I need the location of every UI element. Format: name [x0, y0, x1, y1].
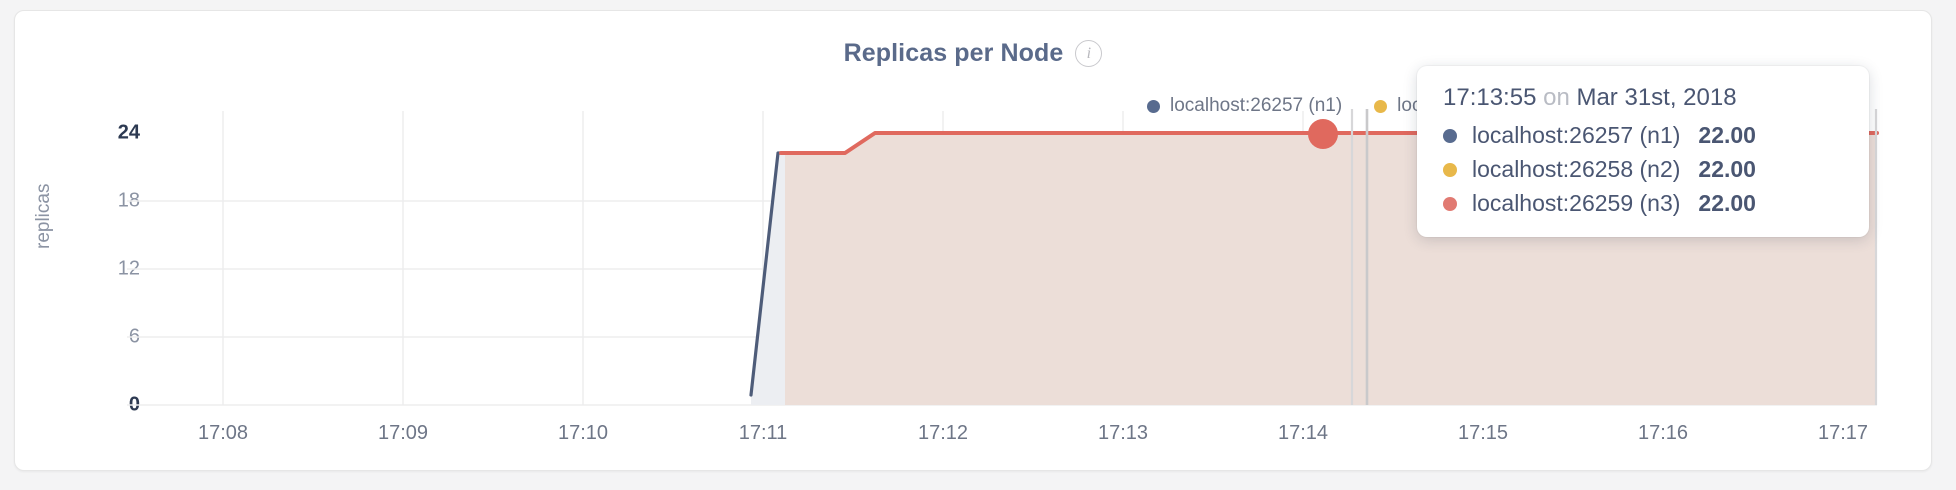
tooltip-row: localhost:26257 (n1) 22.00	[1443, 122, 1843, 149]
tooltip-series-name: localhost:26258 (n2)	[1472, 156, 1681, 182]
tooltip-date: Mar 31st, 2018	[1576, 84, 1737, 111]
tooltip-rows: localhost:26257 (n1) 22.00 localhost:26258…	[1443, 122, 1843, 217]
page-title: Replicas per Node	[843, 39, 1064, 67]
y-axis-tick: 24	[117, 121, 140, 144]
chart-header: Replicas per Node i	[15, 39, 1931, 68]
x-axis-tick: 17:09	[377, 422, 429, 444]
x-axis-tick: 17:15	[1457, 422, 1509, 444]
tooltip-on-word: on	[1543, 84, 1570, 111]
tooltip-row: localhost:26258 (n2) 22.00	[1443, 156, 1843, 183]
info-icon[interactable]: i	[1075, 40, 1103, 67]
tooltip-color-dot	[1443, 162, 1457, 177]
x-axis-tick: 17:14	[1277, 422, 1329, 444]
tooltip-color-dot	[1443, 128, 1457, 143]
tooltip-series-value: 22.00	[1698, 190, 1756, 216]
tooltip-series-value: 22.00	[1698, 156, 1756, 182]
tooltip-series-name: localhost:26259 (n3)	[1472, 190, 1681, 216]
x-axis-tick: 17:13	[1097, 422, 1149, 444]
legend-color-dot	[1147, 99, 1160, 113]
x-axis-tick: 17:17	[1817, 422, 1869, 444]
tooltip-time: 17:13:55	[1443, 84, 1537, 111]
tooltip-timestamp: 17:13:55 on Mar 31st, 2018	[1443, 84, 1843, 112]
tooltip-series-value: 22.00	[1698, 122, 1756, 148]
x-axis-tick: 17:10	[557, 422, 609, 444]
chart-tooltip: 17:13:55 on Mar 31st, 2018 localhost:262…	[1417, 66, 1869, 237]
series-line-n3	[779, 131, 1879, 155]
legend-item-label: localhost:26257 (n1)	[1170, 95, 1343, 116]
chart-card: Replicas per Node i localhost:26257 (n1)…	[14, 10, 1932, 471]
x-axis-tick: 17:08	[197, 422, 249, 444]
x-axis-tick: 17:11	[738, 422, 788, 444]
x-axis-tick: 17:12	[917, 422, 969, 444]
hover-point-n3[interactable]	[1308, 119, 1338, 149]
tooltip-color-dot	[1443, 196, 1457, 211]
x-axis-tick: 17:16	[1637, 422, 1689, 444]
legend-color-dot	[1374, 99, 1388, 113]
tooltip-row: localhost:26259 (n3) 22.00	[1443, 190, 1843, 217]
tooltip-series-name: localhost:26257 (n1)	[1472, 122, 1681, 148]
legend-item[interactable]: localhost:26257 (n1)	[1147, 95, 1342, 117]
